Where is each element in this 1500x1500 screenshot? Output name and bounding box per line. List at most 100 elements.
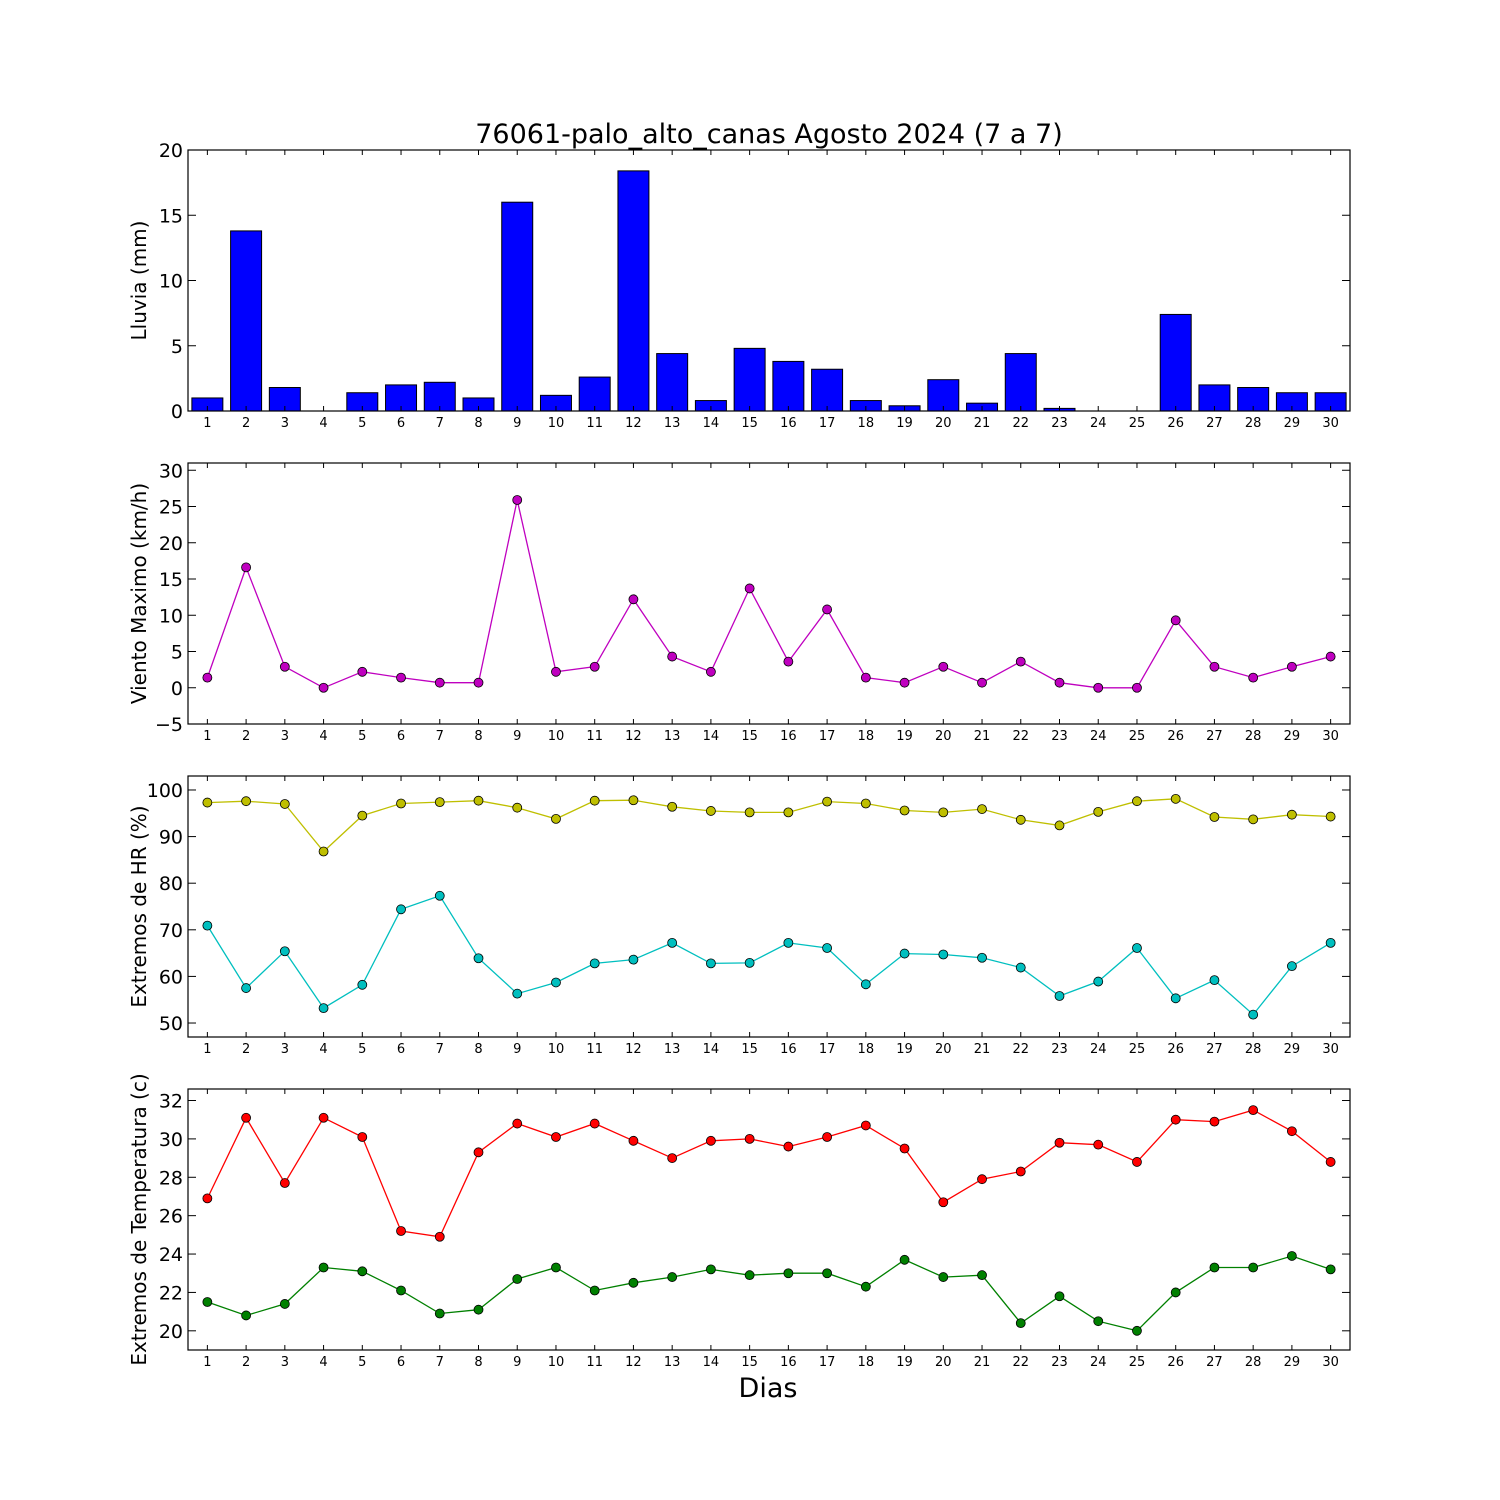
data-point — [512, 495, 523, 505]
data-point — [1132, 943, 1142, 953]
data-point — [706, 806, 716, 816]
data-point — [822, 943, 832, 953]
x-tick-label: 9 — [513, 1042, 521, 1057]
temperature-axes-frame — [187, 1088, 1351, 1351]
temperature-plot-area — [188, 1089, 1350, 1350]
data-point — [434, 1231, 445, 1242]
x-tick-label: 22 — [1012, 416, 1029, 431]
y-tick-label: 60 — [159, 966, 183, 988]
data-point — [1093, 976, 1104, 987]
x-tick-label: 20 — [935, 729, 952, 744]
y-tick-label: 25 — [159, 497, 183, 519]
data-point — [744, 807, 755, 818]
x-tick-label: 18 — [858, 729, 875, 744]
x-tick-label: 14 — [703, 1355, 720, 1370]
data-point — [473, 795, 484, 806]
data-point — [1015, 656, 1026, 667]
x-tick-label: 21 — [974, 1042, 991, 1057]
x-tick-label: 23 — [1051, 729, 1068, 744]
data-point — [783, 937, 794, 948]
y-tick-label: 24 — [159, 1244, 183, 1266]
data-point — [1054, 991, 1065, 1001]
data-point — [1287, 1251, 1297, 1261]
data-point — [512, 802, 523, 813]
data-point — [1248, 1009, 1259, 1020]
x-tick-label: 27 — [1206, 1355, 1223, 1370]
data-point — [783, 656, 794, 667]
data-point — [357, 979, 368, 990]
temperature-series-2 — [202, 1251, 1336, 1336]
x-tick-label: 3 — [281, 416, 289, 431]
data-point — [1248, 672, 1259, 683]
bar — [617, 170, 650, 412]
x-tick-label: 7 — [436, 416, 444, 431]
data-point — [977, 677, 987, 688]
series-line — [207, 798, 1331, 853]
x-tick-label: 1 — [203, 416, 211, 431]
x-tick-label: 5 — [358, 1355, 366, 1370]
series-line — [206, 895, 1331, 1016]
x-tick-label: 13 — [664, 1042, 681, 1057]
humidity-series-1 — [202, 793, 1336, 857]
x-tick-label: 12 — [625, 416, 642, 431]
x-tick-label: 25 — [1129, 1042, 1146, 1057]
data-point — [1170, 615, 1181, 626]
x-tick-label: 24 — [1090, 1355, 1107, 1370]
bar — [656, 353, 689, 412]
y-tick-label: −5 — [155, 714, 183, 736]
data-point — [706, 1135, 716, 1146]
data-point — [1054, 1137, 1065, 1148]
x-tick-label: 15 — [741, 1355, 758, 1370]
data-point — [279, 946, 290, 957]
x-tick-label: 2 — [242, 1355, 250, 1370]
x-tick-label: 30 — [1322, 416, 1339, 431]
x-tick-label: 19 — [896, 1042, 913, 1057]
x-tick-label: 8 — [474, 729, 482, 744]
data-point — [822, 1268, 832, 1279]
data-point — [1132, 796, 1142, 807]
data-point — [860, 672, 871, 683]
x-tick-label: 13 — [664, 729, 681, 744]
data-point — [434, 890, 445, 901]
data-point — [357, 666, 368, 677]
data-point — [396, 1285, 406, 1296]
data-point — [628, 1135, 639, 1146]
data-point — [628, 795, 639, 806]
data-point — [1015, 1318, 1026, 1329]
data-point — [241, 1310, 252, 1321]
data-point — [434, 797, 445, 807]
data-point — [822, 1132, 832, 1142]
data-point — [202, 1297, 213, 1307]
data-point — [1015, 1166, 1026, 1177]
data-point — [473, 1147, 484, 1158]
data-point — [1054, 1291, 1065, 1302]
x-tick-label: 3 — [281, 1355, 289, 1370]
x-tick-label: 10 — [548, 416, 565, 431]
data-point — [628, 954, 639, 965]
y-tick-label: 5 — [171, 336, 183, 358]
data-point — [1287, 1126, 1297, 1137]
data-point — [357, 810, 368, 821]
x-tick-label: 8 — [474, 1355, 482, 1370]
data-point — [1325, 1157, 1336, 1167]
data-point — [1209, 1262, 1220, 1273]
x-tick-label: 21 — [974, 729, 991, 744]
data-point — [1054, 820, 1065, 831]
bar — [733, 347, 766, 412]
data-point — [473, 677, 484, 688]
x-tick-label: 20 — [935, 1042, 952, 1057]
y-tick-label: 28 — [159, 1167, 183, 1189]
data-point — [1325, 937, 1336, 948]
data-point — [1170, 993, 1181, 1004]
bar — [501, 201, 534, 412]
x-tick-label: 24 — [1090, 1042, 1107, 1057]
x-tick-label: 30 — [1322, 729, 1339, 744]
data-point — [512, 1274, 523, 1284]
x-tick-label: 25 — [1129, 416, 1146, 431]
data-point — [318, 846, 329, 857]
data-point — [396, 904, 406, 915]
data-point — [357, 1266, 368, 1277]
data-point — [279, 1299, 290, 1309]
y-tick-label: 70 — [159, 920, 183, 942]
data-point — [860, 1281, 871, 1292]
